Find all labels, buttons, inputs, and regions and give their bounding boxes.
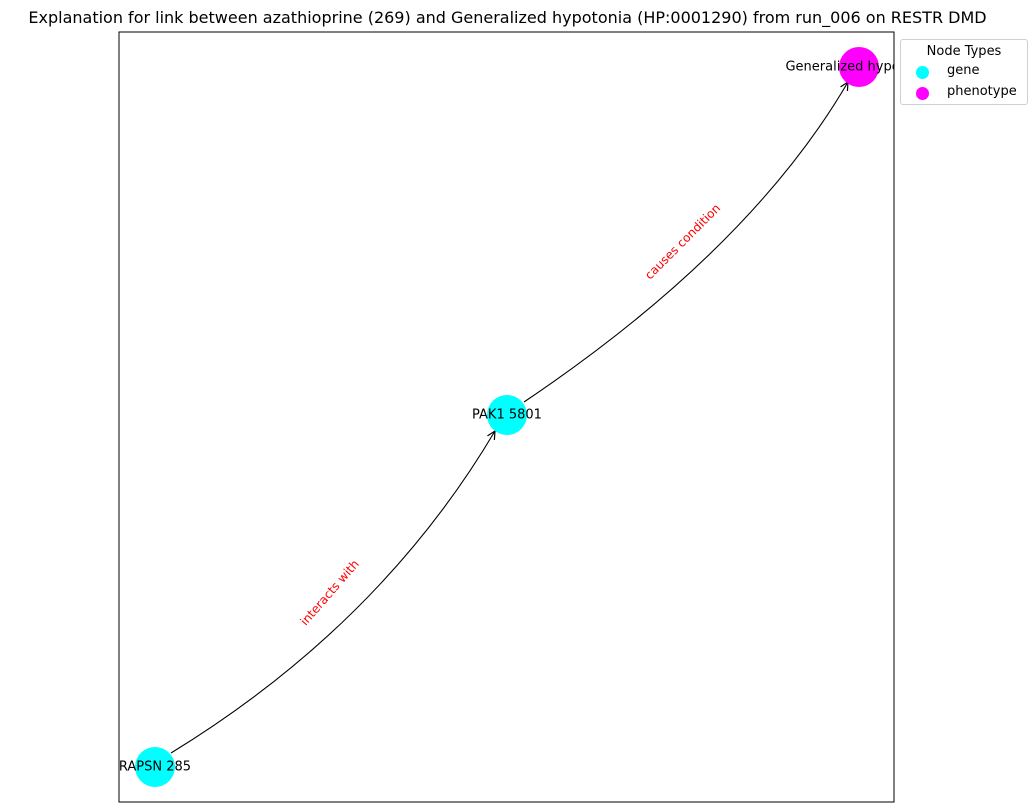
node-label-pak1: PAK1 5801 — [472, 408, 542, 423]
legend-marker-phenotype — [916, 87, 929, 100]
node-hypotonia[interactable] — [839, 47, 879, 87]
legend-marker-gene — [916, 66, 929, 79]
legend-item-gene: gene — [901, 62, 1027, 83]
plot-frame — [118, 31, 895, 803]
legend-label-phenotype: phenotype — [947, 84, 1017, 99]
edge-label-causes-condition: causes condition — [642, 201, 723, 282]
legend-title: Node Types — [926, 44, 1002, 59]
legend: Node Types gene phenotype — [900, 39, 1028, 105]
edge-rapsn-pak1 — [170, 431, 495, 754]
node-label-rapsn: RAPSN 285 — [119, 760, 191, 775]
node-label-hypotonia: Generalized hypotonia — [785, 60, 932, 75]
legend-label-gene: gene — [947, 63, 980, 78]
node-pak1[interactable] — [487, 395, 527, 435]
node-rapsn[interactable] — [135, 747, 175, 787]
edge-label-interacts-with: interacts with — [297, 557, 361, 628]
legend-item-phenotype: phenotype — [901, 83, 1027, 104]
edge-pak1-hypotonia — [523, 82, 848, 403]
chart-title: Explanation for link between azathioprin… — [28, 8, 987, 27]
